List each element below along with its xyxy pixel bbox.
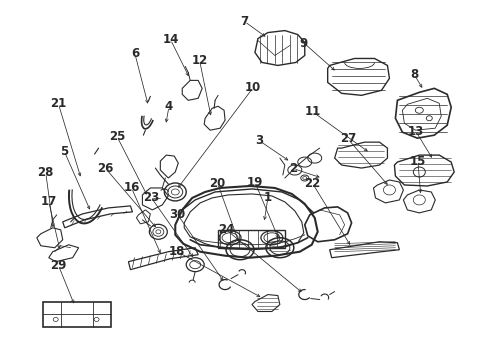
Text: 9: 9 xyxy=(299,36,307,50)
Text: 3: 3 xyxy=(255,134,263,147)
Text: 26: 26 xyxy=(97,162,114,175)
Text: 29: 29 xyxy=(50,259,66,272)
Text: 22: 22 xyxy=(304,177,320,190)
Text: 18: 18 xyxy=(169,245,185,258)
Text: 1: 1 xyxy=(264,192,271,204)
Text: 7: 7 xyxy=(240,15,248,28)
Text: 28: 28 xyxy=(38,166,54,179)
Text: 2: 2 xyxy=(288,162,297,175)
Text: 14: 14 xyxy=(162,33,178,46)
Text: 30: 30 xyxy=(169,208,185,221)
Text: 21: 21 xyxy=(50,98,66,111)
Text: 25: 25 xyxy=(108,130,125,143)
Text: 23: 23 xyxy=(142,191,159,204)
Text: 6: 6 xyxy=(130,47,139,60)
Text: 12: 12 xyxy=(191,54,207,67)
Text: 17: 17 xyxy=(41,195,57,208)
Text: 15: 15 xyxy=(409,155,425,168)
Text: 5: 5 xyxy=(60,145,68,158)
Text: 27: 27 xyxy=(339,132,355,145)
Text: 16: 16 xyxy=(123,181,140,194)
Text: 24: 24 xyxy=(217,223,234,236)
Text: 19: 19 xyxy=(246,176,263,189)
Text: 8: 8 xyxy=(409,68,417,81)
Text: 20: 20 xyxy=(209,177,225,190)
Text: 13: 13 xyxy=(407,125,423,138)
Text: 10: 10 xyxy=(244,81,261,94)
Text: 4: 4 xyxy=(164,100,173,113)
Text: 11: 11 xyxy=(304,105,320,118)
